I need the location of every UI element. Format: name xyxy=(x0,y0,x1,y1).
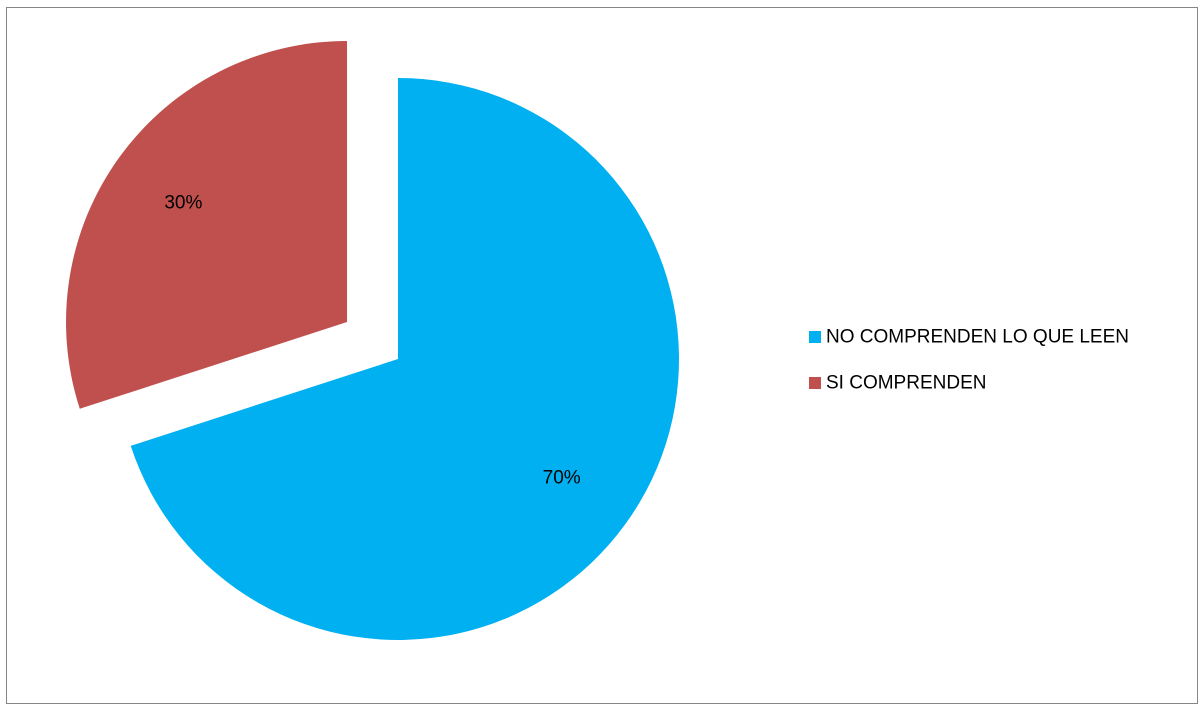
pie-slices xyxy=(66,40,679,640)
pie-slice-si-comprenden xyxy=(66,40,348,409)
legend-label-no-comprenden-lo-que-leen: NO COMPRENDEN LO QUE LEEN xyxy=(826,327,1129,348)
slice-labels: 70% 30% xyxy=(164,193,580,489)
legend-entry-no-comprenden-lo-que-leen: NO COMPRENDEN LO QUE LEEN xyxy=(809,327,1129,348)
data-label-no-comprenden-lo-que-leen: 70% xyxy=(543,467,581,488)
legend-label-si-comprenden: SI COMPRENDEN xyxy=(826,373,986,394)
data-label-si-comprenden: 30% xyxy=(164,193,202,214)
legend-swatch-si-comprenden xyxy=(809,377,821,389)
legend-entry-si-comprenden: SI COMPRENDEN xyxy=(809,373,986,394)
legend: NO COMPRENDEN LO QUE LEEN SI COMPRENDEN xyxy=(809,327,1129,394)
pie-slice-no-comprenden-lo-que-leen xyxy=(130,78,679,640)
legend-swatch-no-comprenden-lo-que-leen xyxy=(809,331,821,343)
